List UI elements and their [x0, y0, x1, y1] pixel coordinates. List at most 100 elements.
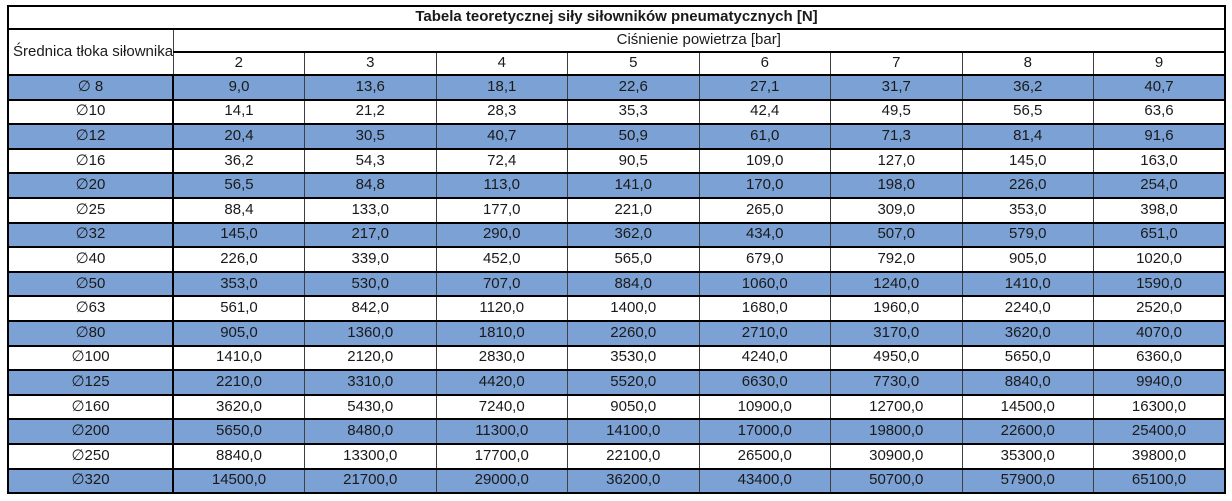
diameter-cell: ∅63 — [7, 295, 174, 322]
diameter-cell: ∅100 — [7, 344, 174, 372]
force-value-cell: 22600,0 — [961, 418, 1094, 445]
header-row-group: Średnica tłoka siłownika Ciśnienie powie… — [7, 28, 1226, 76]
force-value-cell: 452,0 — [435, 246, 568, 273]
force-value-cell: 27,1 — [698, 74, 831, 101]
force-value-cell: 35300,0 — [961, 442, 1094, 470]
force-value-cell: 145,0 — [961, 147, 1094, 175]
force-value-cell: 5650,0 — [961, 344, 1094, 372]
table-row: ∅160 3620,0 5430,0 7240,0 9050,0 10900,0 12700… — [7, 393, 1226, 421]
table-row: ∅63 561,0 842,0 1120,0 1400,0 1680,0 1960,0 224… — [7, 295, 1226, 322]
force-value-cell: 3310,0 — [304, 369, 437, 396]
force-value-cell: 8840,0 — [961, 369, 1094, 396]
force-value-cell: 3620,0 — [961, 319, 1094, 347]
force-value-cell: 579,0 — [961, 221, 1094, 249]
force-value-cell: 1410,0 — [961, 270, 1094, 298]
force-value-cell: 145,0 — [172, 221, 305, 249]
pressure-column-header: 4 — [435, 51, 568, 76]
force-value-cell: 9940,0 — [1093, 369, 1226, 396]
force-value-cell: 221,0 — [567, 196, 700, 224]
table-row: ∅125 2210,0 3310,0 4420,0 5520,0 6630,0 7730,0… — [7, 369, 1226, 396]
force-value-cell: 1680,0 — [698, 295, 831, 322]
force-value-cell: 17000,0 — [698, 418, 831, 445]
force-value-cell: 353,0 — [172, 270, 305, 298]
force-value-cell: 31,7 — [830, 74, 963, 101]
force-value-cell: 21700,0 — [304, 467, 437, 495]
force-value-cell: 12700,0 — [830, 393, 963, 421]
force-value-cell: 71,3 — [830, 123, 963, 150]
force-value-cell: 84,8 — [304, 172, 437, 199]
force-value-cell: 50,9 — [567, 123, 700, 150]
force-value-cell: 20,4 — [172, 123, 305, 150]
force-value-cell: 7730,0 — [830, 369, 963, 396]
pneumatic-force-table: Tabela teoretycznej siły siłowników pneu… — [7, 5, 1227, 495]
force-value-cell: 3530,0 — [567, 344, 700, 372]
force-value-cell: 36,2 — [961, 74, 1094, 101]
table-row: ∅250 8840,0 13300,0 17700,0 22100,0 26500,0 30… — [7, 442, 1226, 470]
force-value-cell: 651,0 — [1093, 221, 1226, 249]
force-value-cell: 13300,0 — [304, 442, 437, 470]
force-value-cell: 434,0 — [698, 221, 831, 249]
force-value-cell: 905,0 — [961, 246, 1094, 273]
table-body: ∅ 8 9,0 13,6 18,1 22,6 27,1 31,7 36,2 40,7 ∅10 14,… — [7, 74, 1226, 495]
pressure-column-header: 5 — [567, 51, 700, 76]
force-value-cell: 565,0 — [567, 246, 700, 273]
force-value-cell: 226,0 — [961, 172, 1094, 199]
diameter-cell: ∅200 — [7, 418, 174, 445]
force-value-cell: 9050,0 — [567, 393, 700, 421]
table-row: ∅50 353,0 530,0 707,0 884,0 1060,0 1240,0 1410,… — [7, 270, 1226, 298]
diameter-cell: ∅16 — [7, 147, 174, 175]
force-value-cell: 1590,0 — [1093, 270, 1226, 298]
force-value-cell: 905,0 — [172, 319, 305, 347]
force-value-cell: 40,7 — [1093, 74, 1226, 101]
table-row: ∅80 905,0 1360,0 1810,0 2260,0 2710,0 3170,0 36… — [7, 319, 1226, 347]
force-value-cell: 88,4 — [172, 196, 305, 224]
force-value-cell: 1120,0 — [435, 295, 568, 322]
force-value-cell: 50700,0 — [830, 467, 963, 495]
force-value-cell: 113,0 — [435, 172, 568, 199]
force-value-cell: 56,5 — [172, 172, 305, 199]
force-value-cell: 21,2 — [304, 98, 437, 126]
diameter-cell: ∅80 — [7, 319, 174, 347]
force-value-cell: 10900,0 — [698, 393, 831, 421]
diameter-cell: ∅40 — [7, 246, 174, 273]
force-value-cell: 35,3 — [567, 98, 700, 126]
force-value-cell: 6630,0 — [698, 369, 831, 396]
diameter-column-header: Średnica tłoka siłownika — [7, 28, 174, 76]
force-value-cell: 8840,0 — [172, 442, 305, 470]
force-value-cell: 14100,0 — [567, 418, 700, 445]
force-value-cell: 2520,0 — [1093, 295, 1226, 322]
force-value-cell: 2210,0 — [172, 369, 305, 396]
force-value-cell: 2120,0 — [304, 344, 437, 372]
force-value-cell: 17700,0 — [435, 442, 568, 470]
pressure-group-header: Ciśnienie powietrza [bar] — [172, 28, 1226, 53]
force-value-cell: 25400,0 — [1093, 418, 1226, 445]
table-row: ∅10 14,1 21,2 28,3 35,3 42,4 49,5 56,5 63,6 — [7, 98, 1226, 126]
pressure-column-header: 9 — [1093, 51, 1226, 76]
diameter-cell: ∅125 — [7, 369, 174, 396]
force-value-cell: 49,5 — [830, 98, 963, 126]
diameter-cell: ∅20 — [7, 172, 174, 199]
pressure-column-header: 7 — [830, 51, 963, 76]
force-value-cell: 39800,0 — [1093, 442, 1226, 470]
force-value-cell: 13,6 — [304, 74, 437, 101]
diameter-cell: ∅160 — [7, 393, 174, 421]
force-value-cell: 28,3 — [435, 98, 568, 126]
force-value-cell: 72,4 — [435, 147, 568, 175]
force-value-cell: 507,0 — [830, 221, 963, 249]
diameter-cell: ∅320 — [7, 467, 174, 495]
force-value-cell: 561,0 — [172, 295, 305, 322]
pressure-column-header: 6 — [698, 51, 831, 76]
force-value-cell: 91,6 — [1093, 123, 1226, 150]
force-value-cell: 2710,0 — [698, 319, 831, 347]
force-value-cell: 56,5 — [961, 98, 1094, 126]
pressure-column-header: 8 — [961, 51, 1094, 76]
force-value-cell: 2830,0 — [435, 344, 568, 372]
force-value-cell: 265,0 — [698, 196, 831, 224]
force-value-cell: 290,0 — [435, 221, 568, 249]
force-value-cell: 3170,0 — [830, 319, 963, 347]
force-value-cell: 339,0 — [304, 246, 437, 273]
force-value-cell: 842,0 — [304, 295, 437, 322]
force-value-cell: 4070,0 — [1093, 319, 1226, 347]
force-value-cell: 54,3 — [304, 147, 437, 175]
